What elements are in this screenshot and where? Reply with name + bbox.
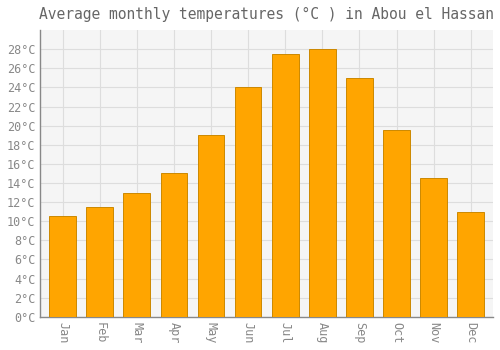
Bar <box>235 88 262 317</box>
Bar <box>198 135 224 317</box>
Bar <box>49 216 76 317</box>
Bar <box>420 178 447 317</box>
Bar <box>383 131 410 317</box>
Bar <box>309 49 336 317</box>
Bar <box>86 207 113 317</box>
Title: Average monthly temperatures (°C ) in Abou el Hassan: Average monthly temperatures (°C ) in Ab… <box>39 7 494 22</box>
Bar <box>160 174 188 317</box>
Bar <box>124 193 150 317</box>
Bar <box>272 54 298 317</box>
Bar <box>458 212 484 317</box>
Bar <box>346 78 373 317</box>
